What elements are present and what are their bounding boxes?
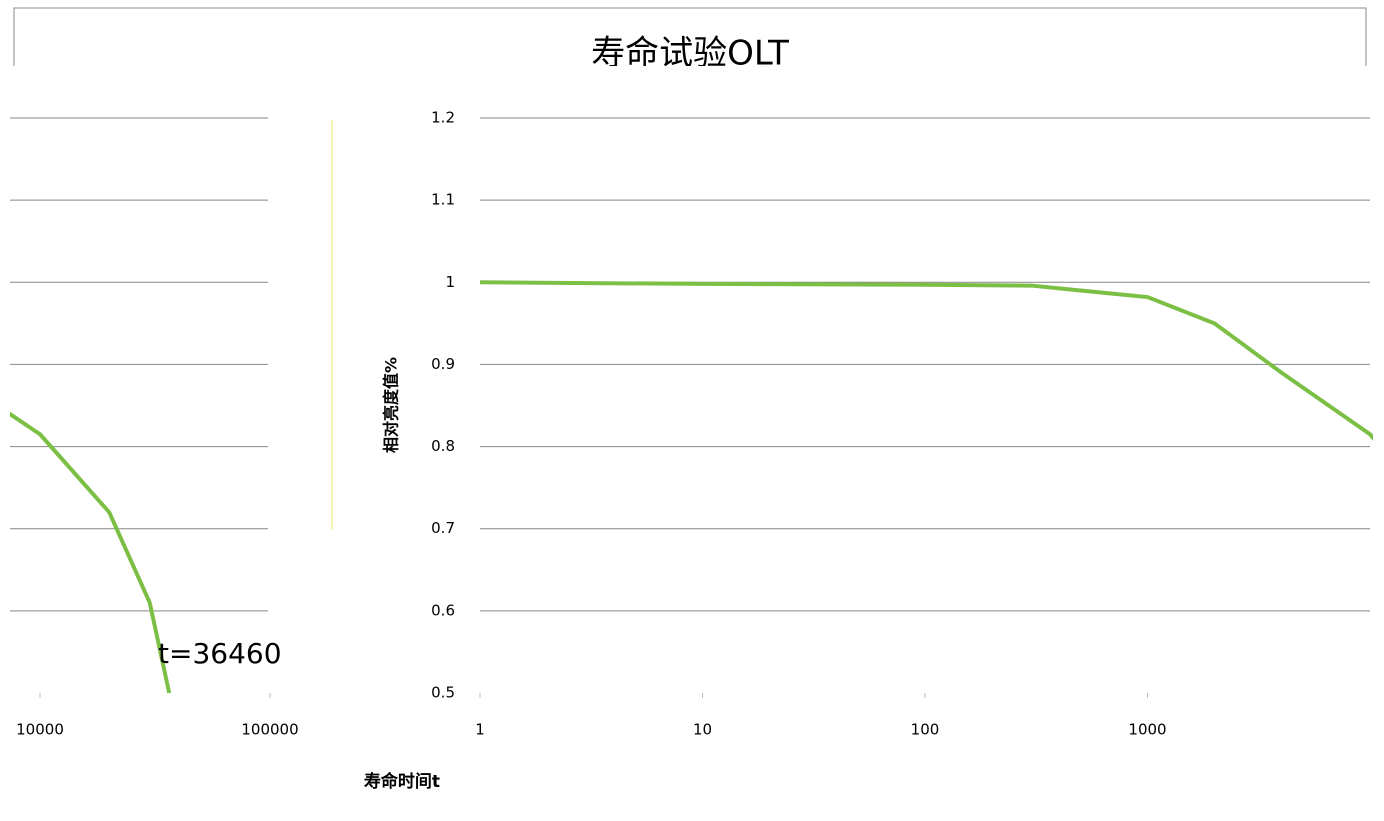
x-tick-label: 100000 (241, 721, 298, 739)
y-axis-label: 相对亮度值% (382, 357, 401, 453)
y-tick-label: 0.8 (431, 437, 455, 455)
y-tick-label: 1.1 (431, 191, 455, 209)
chart-frame (13, 7, 1367, 66)
data-line (10, 411, 172, 694)
y-tick-label: 0.6 (431, 601, 455, 619)
y-tick-label: 0.9 (431, 355, 455, 373)
data-line (479, 280, 1373, 441)
y-tick-label: 1 (445, 273, 455, 291)
annotation: t=36460 (158, 637, 282, 670)
x-tick-label: 100 (911, 721, 940, 739)
x-tick-label: 1000 (1128, 721, 1166, 739)
x-tick-label: 10000 (16, 721, 64, 739)
y-tick-label: 0.7 (431, 519, 455, 537)
x-tick-label: 10 (693, 721, 712, 739)
frame-cover (0, 66, 1384, 106)
x-axis-label: 寿命时间t (364, 771, 440, 792)
y-tick-label: 0.5 (431, 684, 455, 702)
x-tick-label: 1 (475, 721, 485, 739)
labels: 0.5 0.6 0.7 0.8 0.9 1 1.1 1.2 1 10 100 1000 10000 100… (16, 109, 1166, 739)
right-panel (479, 117, 1373, 612)
left-panel (10, 117, 268, 694)
y-tick-label: 1.2 (431, 109, 455, 127)
